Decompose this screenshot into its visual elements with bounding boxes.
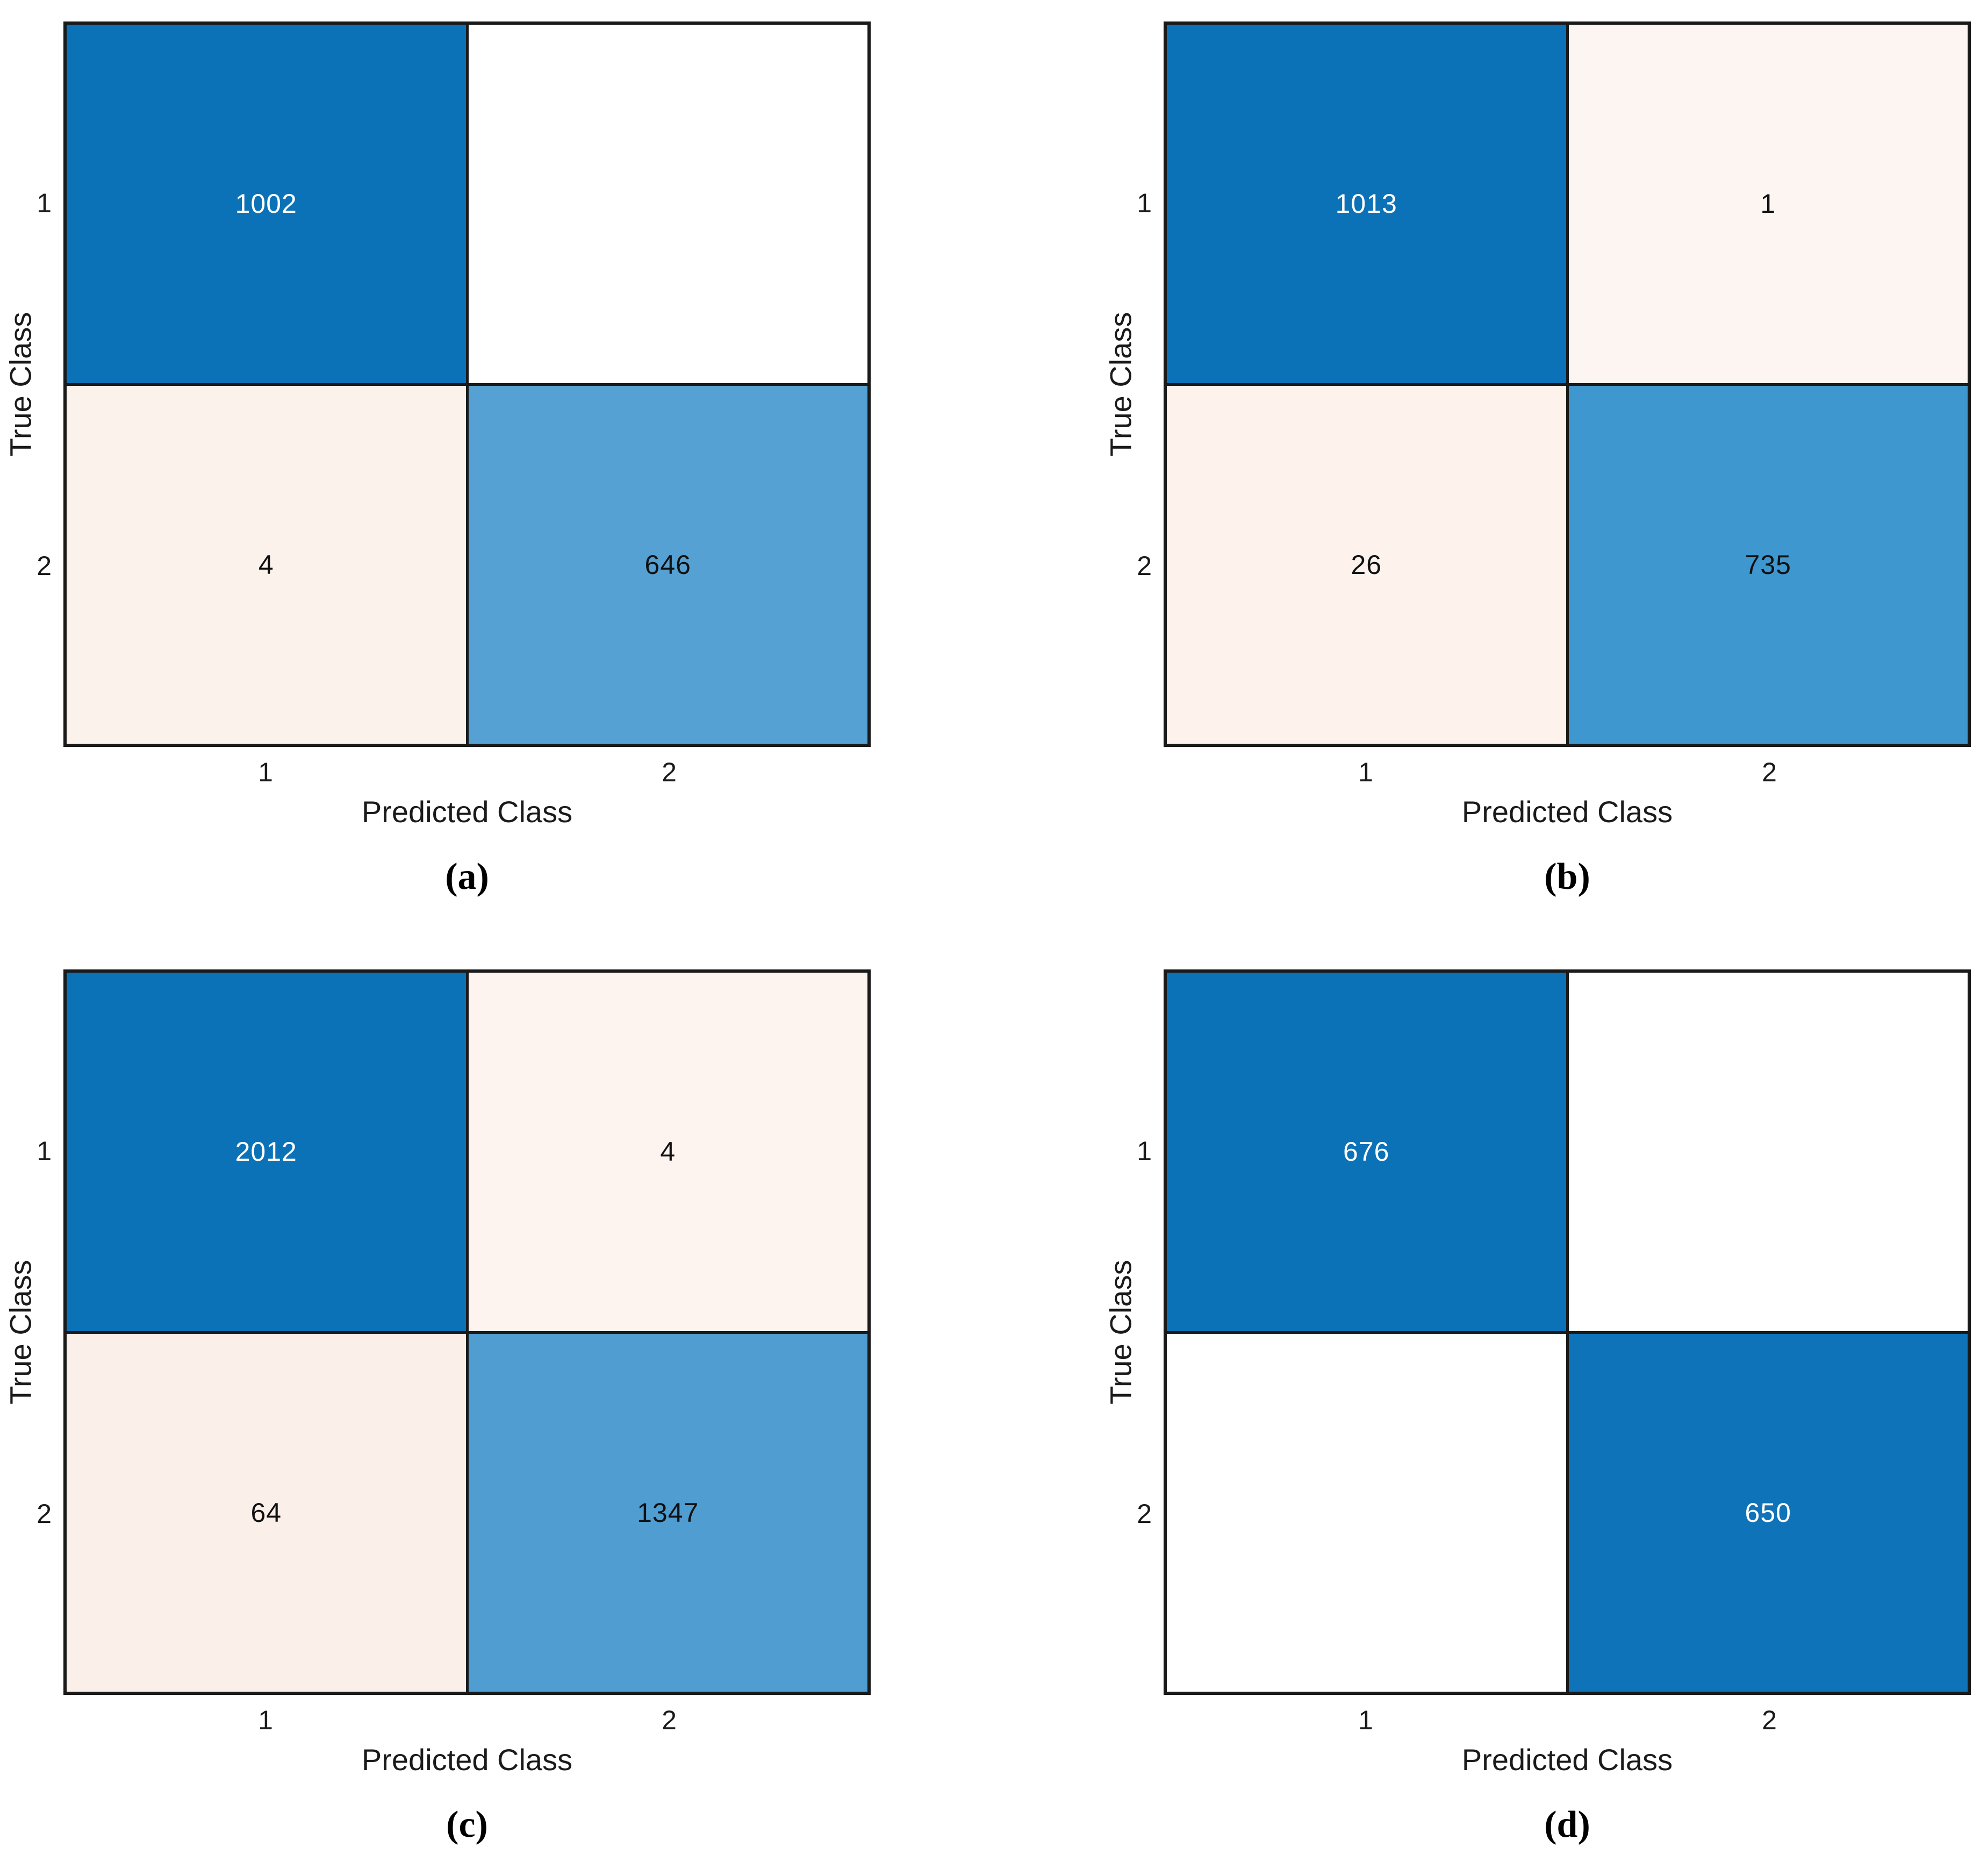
- cell-true2-pred1: 64: [67, 1333, 466, 1692]
- x-tick-1: 1: [258, 1705, 273, 1735]
- y-tick-2: 2: [1137, 1499, 1152, 1529]
- x-tick-1: 1: [1358, 1705, 1373, 1735]
- cell-true1-pred2: 4: [468, 973, 867, 1331]
- cell-true1-pred1: 1013: [1167, 25, 1566, 383]
- y-axis-label: True Class: [1103, 1260, 1138, 1405]
- x-tick-2: 2: [1762, 1705, 1777, 1735]
- x-axis-label: Predicted Class: [1461, 795, 1673, 829]
- x-tick-2: 2: [1762, 757, 1777, 787]
- x-tick-1: 1: [1358, 757, 1373, 787]
- y-axis-label: True Class: [1103, 312, 1138, 457]
- cell-true1-pred2: [468, 25, 867, 383]
- y-tick-1: 1: [1137, 1136, 1152, 1166]
- cell-true1-pred2: [1568, 973, 1968, 1331]
- matrix-grid: 1013 1 26 735: [1164, 21, 1971, 747]
- cell-true2-pred2: 650: [1568, 1333, 1968, 1692]
- x-tick-2: 2: [662, 1705, 677, 1735]
- panel-caption: (d): [1544, 1804, 1590, 1845]
- x-tick-2: 2: [662, 757, 677, 787]
- y-axis-label: True Class: [3, 312, 38, 457]
- cell-true1-pred1: 1002: [67, 25, 466, 383]
- cell-true2-pred1: [1167, 1333, 1566, 1692]
- x-axis-label: Predicted Class: [361, 1743, 573, 1777]
- panel-caption: (c): [446, 1804, 488, 1845]
- confusion-matrix-panel-c: True Class 1 2 2012 4 64 1347 1 2 Predic…: [0, 948, 986, 1876]
- matrix-grid: 2012 4 64 1347: [63, 969, 871, 1695]
- cell-true1-pred2: 1: [1568, 25, 1968, 383]
- cell-true2-pred1: 26: [1167, 385, 1566, 744]
- panel-caption: (a): [445, 856, 489, 897]
- x-axis-label: Predicted Class: [1461, 1743, 1673, 1777]
- y-tick-1: 1: [37, 188, 52, 218]
- confusion-matrix-panel-a: True Class 1 2 1002 4 646 1 2 Predicted …: [0, 0, 986, 928]
- y-tick-1: 1: [1137, 188, 1152, 218]
- cell-true1-pred1: 676: [1167, 973, 1566, 1331]
- confusion-matrix-panel-d: True Class 1 2 676 650 1 2 Predicted Cla…: [1100, 948, 1973, 1876]
- cell-true2-pred2: 646: [468, 385, 867, 744]
- matrix-grid: 1002 4 646: [63, 21, 871, 747]
- cell-true2-pred2: 735: [1568, 385, 1968, 744]
- cell-true1-pred1: 2012: [67, 973, 466, 1331]
- confusion-matrix-panel-b: True Class 1 2 1013 1 26 735 1 2 Predict…: [1100, 0, 1973, 928]
- x-axis-label: Predicted Class: [361, 795, 573, 829]
- y-axis-label: True Class: [3, 1260, 38, 1405]
- y-tick-2: 2: [37, 551, 52, 581]
- y-tick-1: 1: [37, 1136, 52, 1166]
- x-tick-1: 1: [258, 757, 273, 787]
- y-tick-2: 2: [1137, 551, 1152, 581]
- panel-caption: (b): [1544, 856, 1590, 897]
- cell-true2-pred1: 4: [67, 385, 466, 744]
- cell-true2-pred2: 1347: [468, 1333, 867, 1692]
- matrix-grid: 676 650: [1164, 969, 1971, 1695]
- y-tick-2: 2: [37, 1499, 52, 1529]
